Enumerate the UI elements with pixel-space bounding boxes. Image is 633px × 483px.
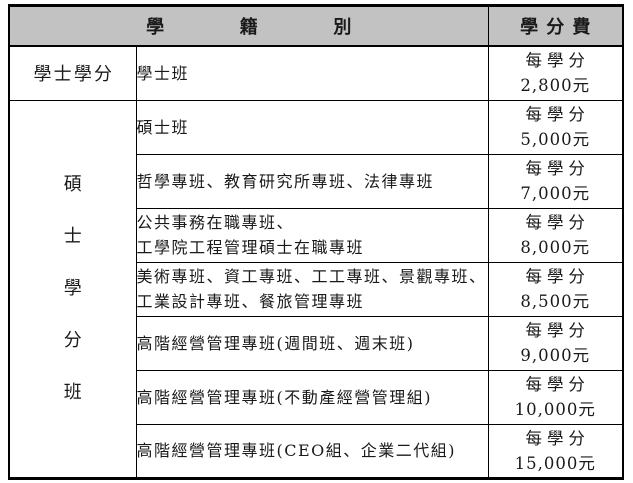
program-cell: 高階經營管理專班(週間班、週末班) (135, 315, 489, 371)
table-row-master-1: 碩 士 學 分 班 碩士班 每學分 5,000元 (8, 99, 624, 479)
program-cell: 高階經營管理專班(不動產經營管理組) (135, 369, 489, 425)
program-cell: 學士班 (135, 45, 489, 101)
program-cell: 美術專班、資工專班、工工專班、景觀專班、 工業設計專班、餐旅管理專班 (135, 261, 489, 317)
program-cell: 高階經營管理專班(CEO組、企業二代組) (135, 423, 489, 479)
group-cell-bachelor: 學士學分 (8, 45, 137, 101)
fee-cell: 每學分 15,000元 (487, 423, 624, 479)
table-header: 學籍別 學分費 (8, 5, 624, 47)
header-cell-category: 學籍別 (8, 5, 489, 47)
fee-unit-label: 每學分 (525, 375, 590, 394)
program-line: 高階經營管理專班(週間班、週末班) (136, 333, 415, 353)
fee-unit-label: 每學分 (525, 321, 590, 340)
fee-amount: 8,500元 (520, 292, 591, 311)
fee-unit-label: 每學分 (525, 213, 590, 232)
fee-cell: 每學分 8,500元 (487, 261, 624, 317)
table-row-master-5: 高階經營管理專班(週間班、週末班) 每學分 9,000元 (9, 315, 624, 371)
program-line: 高階經營管理專班(不動產經營管理組) (136, 387, 432, 407)
program-line: 學士班 (136, 63, 190, 83)
fee-amount: 9,000元 (520, 346, 591, 365)
fee-unit-label: 每學分 (525, 267, 590, 286)
table-row-master-4: 美術專班、資工專班、工工專班、景觀專班、 工業設計專班、餐旅管理專班 每學分 8… (9, 261, 624, 317)
fee-amount: 7,000元 (520, 184, 591, 203)
program-line: 高階經營管理專班(CEO組、企業二代組) (136, 441, 457, 460)
fee-unit-label: 每學分 (525, 428, 590, 448)
master-group-char: 學 (63, 277, 82, 299)
program-line: 美術專班、資工專班、工工專班、景觀專班、 (136, 267, 487, 286)
master-group-char: 士 (63, 225, 82, 247)
master-group-char: 分 (63, 329, 82, 351)
table-row-master-3: 公共事務在職專班、 工學院工程管理碩士在職專班 每學分 8,000元 (9, 207, 624, 263)
fee-cell: 每學分 8,000元 (487, 207, 624, 263)
fee-amount: 2,800元 (520, 76, 591, 96)
table-row-master-6: 高階經營管理專班(不動產經營管理組) 每學分 10,000元 (9, 369, 624, 425)
table-body: 學士學分 學士班 每學分 2,800元 碩 士 學 分 班 (8, 45, 624, 479)
fee-unit-label: 每學分 (525, 105, 590, 124)
program-line: 工學院工程管理碩士在職專班 (136, 238, 365, 257)
program-cell: 哲學專班、教育研究所專班、法律專班 (135, 153, 489, 209)
master-group-char: 班 (63, 381, 82, 403)
master-group-char: 碩 (63, 173, 82, 195)
fee-cell: 每學分 2,800元 (487, 45, 624, 101)
program-cell: 公共事務在職專班、 工學院工程管理碩士在職專班 (135, 207, 489, 263)
header-fee-label: 學分費 (520, 17, 599, 38)
header-category-label: 學籍別 (146, 17, 427, 38)
credit-fee-table: 學籍別 學分費 學士學分 學士班 每學分 2,800元 (8, 4, 624, 480)
bachelor-group-label: 學士學分 (33, 64, 115, 86)
fee-cell: 每學分 10,000元 (487, 369, 624, 425)
table-row-master-7: 高階經營管理專班(CEO組、企業二代組) 每學分 15,000元 (9, 423, 624, 479)
credit-fee-table-wrap: 學籍別 學分費 學士學分 學士班 每學分 2,800元 (8, 4, 624, 480)
fee-unit-label: 每學分 (525, 159, 590, 178)
fee-amount: 10,000元 (514, 400, 596, 419)
fee-amount: 15,000元 (514, 453, 596, 473)
fee-cell: 每學分 7,000元 (487, 153, 624, 209)
group-cell-master: 碩 士 學 分 班 (8, 99, 137, 479)
program-line: 工業設計專班、餐旅管理專班 (136, 292, 365, 311)
program-line: 碩士班 (136, 117, 190, 137)
program-cell: 碩士班 (135, 99, 489, 155)
table-row-bachelor: 學士學分 學士班 每學分 2,800元 (8, 45, 624, 101)
fee-amount: 5,000元 (520, 130, 591, 149)
fee-unit-label: 每學分 (525, 51, 590, 71)
program-line: 哲學專班、教育研究所專班、法律專班 (136, 171, 435, 191)
program-line: 公共事務在職專班、 (136, 213, 295, 232)
master-group-label: 碩 士 學 分 班 (10, 159, 136, 419)
fee-cell: 每學分 5,000元 (487, 99, 624, 155)
fee-cell: 每學分 9,000元 (487, 315, 624, 371)
table-row-master-2: 哲學專班、教育研究所專班、法律專班 每學分 7,000元 (9, 153, 624, 209)
header-row: 學籍別 學分費 (8, 5, 624, 47)
fee-amount: 8,000元 (520, 238, 591, 257)
header-cell-fee: 學分費 (487, 5, 624, 47)
